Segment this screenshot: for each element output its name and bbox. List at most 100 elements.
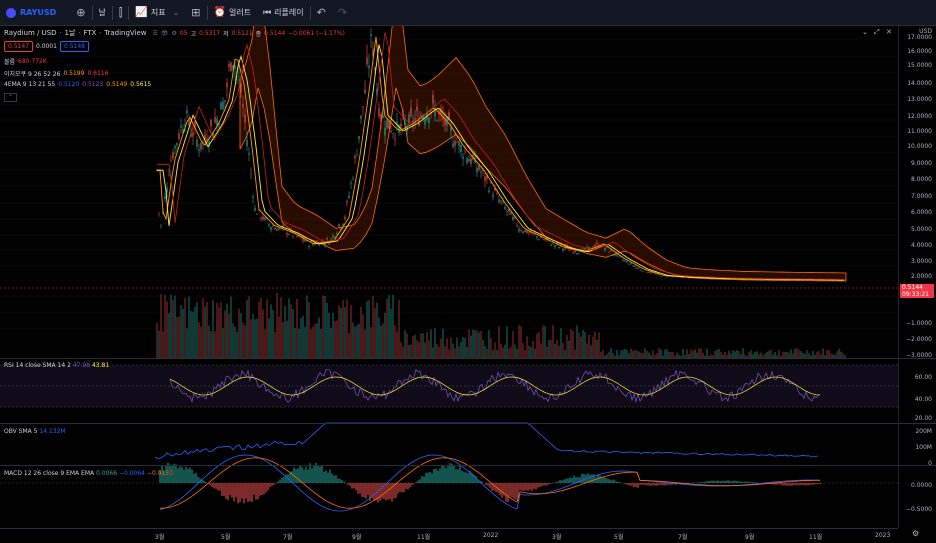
chart-canvas[interactable]: [0, 26, 898, 528]
collapse-legend-button[interactable]: ⌃: [4, 93, 18, 102]
candle-body: [254, 208, 256, 211]
candle-body: [632, 265, 634, 267]
candle-body: [542, 239, 544, 241]
candle-body: [584, 248, 586, 250]
candle-body: [212, 132, 214, 140]
volume-bar: [206, 301, 208, 358]
interval-button[interactable]: 날: [98, 8, 106, 17]
candle-body: [784, 279, 786, 281]
volume-bar: [772, 354, 774, 358]
candle-body: [314, 244, 316, 246]
pane-divider[interactable]: [0, 423, 936, 424]
indicators-button[interactable]: 📈 지표 ⌄: [129, 0, 185, 26]
candle-body: [578, 253, 580, 255]
macd-histogram-bar: [519, 483, 521, 491]
eye-icon[interactable]: 👁: [160, 29, 169, 37]
candle-body: [312, 243, 314, 246]
macd-histogram-bar: [485, 483, 487, 485]
legend-source: TradingView: [104, 29, 147, 37]
candle-body: [294, 232, 296, 233]
macd-histogram-bar: [651, 483, 653, 486]
pane-divider[interactable]: [0, 358, 936, 359]
alert-button[interactable]: ⏰ 얼러트: [208, 0, 258, 26]
volume-bar: [614, 355, 616, 358]
candle-body: [166, 187, 168, 193]
macd-histogram-bar: [697, 482, 699, 483]
obv-label[interactable]: OBV SMA 5: [4, 428, 38, 435]
add-symbol-icon[interactable]: ⊕: [76, 6, 86, 19]
volume-bar: [168, 313, 170, 358]
bid-button[interactable]: 0.5147: [4, 41, 33, 52]
price-axis[interactable]: USD 17.0000 16.0000 15.0000 14.0000 13.0000 1…: [898, 26, 936, 528]
volume-bar: [408, 344, 410, 358]
pane-divider[interactable]: [0, 465, 936, 466]
close-pane-icon[interactable]: ✕: [886, 28, 892, 36]
ichimoku-label[interactable]: 이치모쿠 9 26 52 26: [4, 71, 61, 78]
candle-body: [224, 100, 226, 102]
volume-bar: [214, 331, 216, 358]
volume-bar: [780, 355, 782, 358]
symbol-search-button[interactable]: RAYUSD: [6, 7, 56, 18]
redo-icon[interactable]: ↷: [337, 6, 348, 19]
macd-histogram-bar: [285, 474, 287, 483]
macd-histogram-bar: [775, 483, 777, 485]
volume-bar: [420, 333, 422, 358]
volume-bar: [832, 354, 834, 358]
macd-histogram-bar: [261, 483, 263, 496]
volume-bar: [462, 337, 464, 358]
macd-histogram-bar: [237, 483, 239, 504]
legend-exchange: FTX: [83, 29, 97, 37]
candle-body: [244, 114, 246, 123]
macd-histogram-bar: [193, 473, 195, 483]
volume-bar: [440, 338, 442, 358]
volume-bar: [438, 346, 440, 358]
macd-legend: MACD 12 26 close 9 EMA EMA 0.0066 −0.006…: [4, 470, 173, 477]
macd-histogram-bar: [719, 481, 721, 483]
candle-body: [646, 272, 648, 273]
maximize-icon[interactable]: ⤢: [874, 28, 880, 36]
volume-bar: [600, 351, 602, 358]
collapse-icon[interactable]: ☰: [152, 29, 158, 37]
volume-bar: [344, 307, 346, 358]
macd-histogram-bar: [403, 483, 405, 493]
volume-bar: [836, 351, 838, 358]
volume-bar: [380, 325, 382, 358]
volume-bar: [288, 298, 290, 358]
volume-bar: [790, 349, 792, 358]
volume-bar: [362, 314, 364, 358]
macd-histogram-bar: [713, 480, 715, 483]
volume-bar: [606, 353, 608, 358]
settings-icon[interactable]: ⚙: [171, 29, 177, 37]
candle-body: [786, 279, 788, 281]
legend-title[interactable]: Raydium / USD: [4, 29, 57, 37]
volume-bar: [158, 330, 160, 358]
volume-bar: [234, 326, 236, 358]
ema-label[interactable]: 4EMA 9 13 21 55: [4, 81, 56, 88]
macd-histogram-bar: [489, 483, 491, 488]
candle-body: [458, 141, 460, 147]
rsi-label[interactable]: RSI 14 close SMA 14 2: [4, 362, 71, 369]
scroll-down-icon[interactable]: ⌄: [862, 28, 868, 36]
obv-pane: [154, 422, 819, 459]
candle-body: [680, 276, 682, 278]
ask-button[interactable]: 0.5148: [60, 41, 89, 52]
candle-body: [628, 264, 630, 265]
volume-label[interactable]: 볼륨: [4, 59, 16, 66]
toolbar-divider: [111, 5, 113, 20]
macd-label[interactable]: MACD 12 26 close 9 EMA EMA: [4, 470, 95, 477]
layout-grid-icon[interactable]: ⊞: [191, 6, 201, 19]
volume-bar: [268, 318, 270, 358]
macd-histogram-bar: [167, 462, 169, 483]
replay-button[interactable]: ⏮ 리플레이: [257, 0, 310, 26]
chart-type-icon[interactable]: ⫿: [118, 5, 123, 19]
macd-histogram-bar: [283, 476, 285, 483]
settings-gear-icon[interactable]: ⚙: [912, 529, 920, 538]
undo-icon[interactable]: ↶: [316, 6, 326, 19]
chevron-down-icon: ⌄: [172, 8, 180, 17]
time-axis[interactable]: 3월 5월 7월 9월 11월 2022 3월 5월 7월 9월 11월 2023: [0, 528, 898, 543]
volume-bar: [574, 349, 576, 358]
candle-body: [410, 107, 412, 116]
volume-bar: [160, 294, 162, 358]
macd-histogram-bar: [175, 464, 177, 483]
macd-histogram-bar: [717, 480, 719, 483]
